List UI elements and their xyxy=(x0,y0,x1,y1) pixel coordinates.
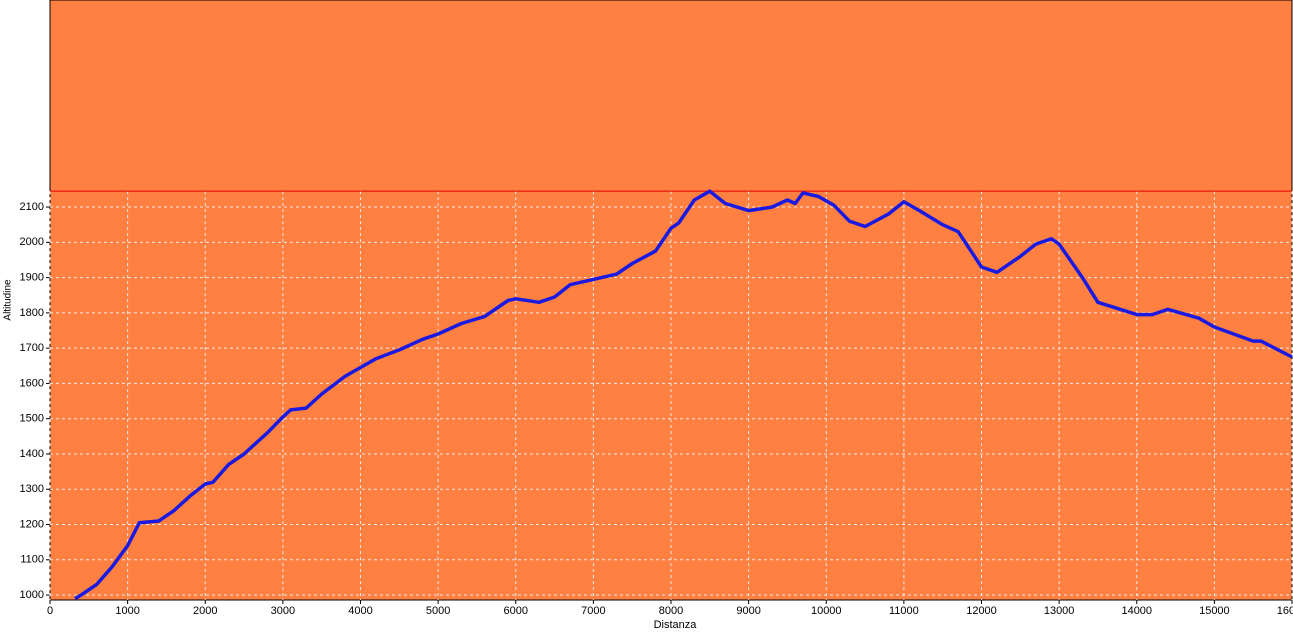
x-tick-label: 3000 xyxy=(271,605,295,617)
x-tick-label: 9000 xyxy=(736,605,760,617)
x-tick-label: 10000 xyxy=(811,605,842,617)
x-tick-label: 8000 xyxy=(659,605,683,617)
x-tick-label: 13000 xyxy=(1044,605,1075,617)
y-tick-label: 1500 xyxy=(20,413,44,425)
y-tick-label: 1600 xyxy=(20,377,44,389)
x-tick-label: 7000 xyxy=(581,605,605,617)
x-axis-label: Distanza xyxy=(654,619,698,631)
y-tick-label: 1000 xyxy=(20,589,44,601)
x-tick-label: 4000 xyxy=(348,605,372,617)
x-tick-label: 11000 xyxy=(889,605,919,617)
y-tick-label: 2100 xyxy=(20,201,44,213)
y-tick-label: 1200 xyxy=(20,518,44,530)
y-tick-label: 2000 xyxy=(20,236,44,248)
y-tick-label: 1300 xyxy=(20,483,44,495)
line-series xyxy=(74,189,1293,601)
y-tick-label: 1900 xyxy=(20,272,44,284)
x-tick-label: 6000 xyxy=(504,605,528,617)
x-tick-label: 1000 xyxy=(115,605,139,617)
x-tick-label: 16000 xyxy=(1277,605,1293,617)
x-tick-label: 0 xyxy=(47,605,53,617)
y-tick-label: 1700 xyxy=(20,342,44,354)
y-tick-label: 1800 xyxy=(20,307,44,319)
x-tick-label: 15000 xyxy=(1199,605,1230,617)
y-tick-label: 1400 xyxy=(20,448,44,460)
x-tick-label: 12000 xyxy=(966,605,997,617)
y-axis-label: Altitudine xyxy=(3,279,14,321)
x-tick-label: 2000 xyxy=(193,605,217,617)
y-tick-label: 1100 xyxy=(20,554,44,566)
x-tick-label: 5000 xyxy=(426,605,450,617)
x-tick-label: 14000 xyxy=(1121,605,1152,617)
